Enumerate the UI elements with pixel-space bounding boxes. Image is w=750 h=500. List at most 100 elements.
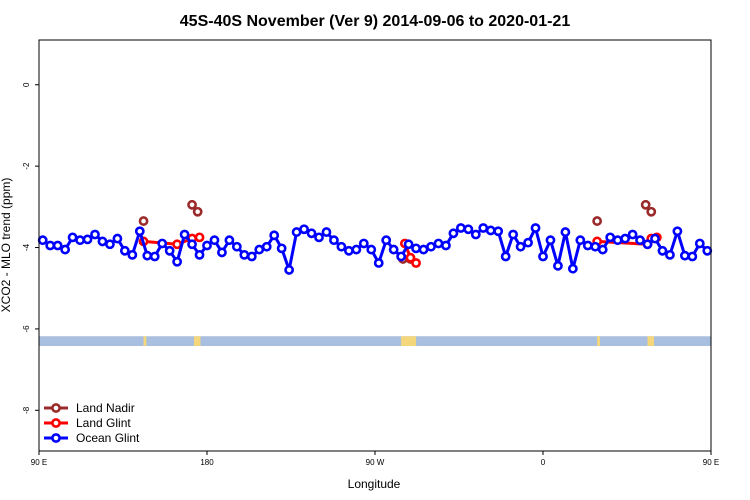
ocean-glint-point (254, 244, 265, 255)
ocean-glint-point (597, 244, 608, 255)
x-tick-label: 0 (541, 458, 546, 467)
ocean-glint-point (411, 243, 421, 254)
ocean-glint-point (403, 239, 414, 250)
ocean-glint-point (112, 233, 123, 244)
ocean-glint-point (67, 232, 78, 243)
ocean-glint-point (672, 226, 683, 237)
y-tick-label: -6 (22, 325, 31, 333)
land-nadir-point (192, 206, 203, 217)
ocean-glint-point (560, 227, 571, 237)
ocean-glint-point (582, 240, 593, 251)
ocean-glint-point (246, 251, 257, 262)
ocean-glint-point (97, 236, 108, 247)
ocean-glint-point (291, 227, 302, 237)
legend-marker-land-nadir (51, 403, 61, 413)
x-axis: 90 E 180 90 W 0 90 E (31, 451, 719, 467)
ocean-glint-point (679, 250, 690, 261)
x-axis-label: Longitude (348, 477, 401, 491)
ocean-glint-point (179, 229, 190, 240)
ocean-glint-point (388, 244, 399, 255)
y-tick-label: -4 (22, 243, 31, 251)
ocean-glint-point (620, 233, 631, 244)
y-tick-label: 0 (22, 82, 31, 87)
ocean-glint-point (553, 260, 563, 271)
ocean-glint-point (75, 235, 85, 246)
ocean-glint-point (37, 235, 48, 246)
ocean-glint-point (52, 240, 63, 251)
ocean-glint-point (441, 240, 451, 251)
land-segment (597, 336, 600, 347)
ocean-glint-point (164, 245, 175, 256)
land-glint-point (405, 252, 416, 263)
ocean-glint-point (642, 239, 653, 250)
ocean-glint-point (172, 256, 183, 267)
ocean-glint-point (455, 223, 466, 233)
ocean-glint-point (515, 241, 526, 252)
ocean-glint-point (485, 225, 496, 236)
ocean-glint-point (187, 239, 197, 250)
land-nadir-point (646, 206, 657, 217)
legend-label-ocean-glint: Ocean Glint (76, 431, 140, 445)
ocean-glint-point (60, 244, 71, 255)
plot-frame (38, 39, 712, 452)
ocean-band (39, 336, 711, 347)
ocean-glint-point (82, 234, 93, 245)
ocean-glint-point (508, 229, 519, 240)
x-tick-label: 90 W (366, 458, 385, 467)
ocean-glint-point (134, 226, 145, 237)
land-segment (647, 336, 655, 347)
ocean-glint-point (627, 229, 638, 240)
ocean-glint-point (149, 251, 160, 262)
ocean-glint-point (127, 249, 138, 260)
land-segment (143, 336, 147, 347)
land-segment (193, 336, 201, 347)
ocean-glint-point (366, 244, 377, 255)
ocean-glint-point (426, 241, 436, 252)
ocean-glint-point (269, 230, 280, 241)
ocean-glint-point (336, 241, 347, 252)
series-layer (37, 199, 713, 275)
legend-marker-ocean-glint (51, 433, 61, 443)
ocean-glint-point (694, 238, 705, 249)
y-axis: 0 -2 -4 -6 -8 (22, 82, 39, 414)
ocean-glint-point (381, 235, 392, 246)
land-glint-point (172, 239, 183, 250)
ocean-glint-point (231, 241, 242, 252)
land-glint-point (194, 232, 205, 243)
ocean-glint-point (418, 244, 429, 255)
ocean-glint-point (261, 241, 272, 252)
ocean-glint-point (635, 235, 645, 246)
ocean-glint-point (142, 250, 153, 261)
chart-title: 45S-40S November (Ver 9) 2014-09-06 to 2… (180, 13, 571, 30)
ocean-glint-point (665, 249, 675, 260)
legend-marker-land-glint (51, 418, 61, 428)
ocean-glint-point (545, 235, 556, 246)
ocean-glint-point (351, 244, 362, 255)
ocean-glint-point (239, 249, 250, 260)
ocean-glint-point (657, 245, 668, 256)
ocean-glint-point (299, 224, 309, 235)
legend-label-land-glint: Land Glint (76, 416, 131, 430)
ocean-glint-point (470, 229, 481, 240)
ocean-glint-point (276, 243, 287, 254)
land-mask-band (39, 336, 711, 347)
ocean-glint-point (523, 237, 533, 248)
land-nadir-point (138, 216, 149, 226)
ocean-glint-point (530, 223, 541, 233)
ocean-glint-point (575, 235, 586, 246)
ocean-glint-point (202, 240, 212, 251)
land-nadir-point (187, 199, 197, 210)
ocean-glint-point (306, 228, 317, 239)
ocean-glint-point (343, 245, 354, 256)
ocean-glint-point (373, 258, 384, 268)
legend-label-land-nadir: Land Nadir (76, 401, 135, 415)
land-glint-point (411, 258, 421, 268)
ocean-glint-point (45, 240, 56, 251)
ocean-glint-point (605, 232, 616, 243)
x-tick-label: 180 (200, 458, 214, 467)
ocean-glint-point (463, 224, 474, 235)
ocean-glint-point (314, 232, 324, 243)
y-tick-label: -2 (22, 162, 31, 170)
